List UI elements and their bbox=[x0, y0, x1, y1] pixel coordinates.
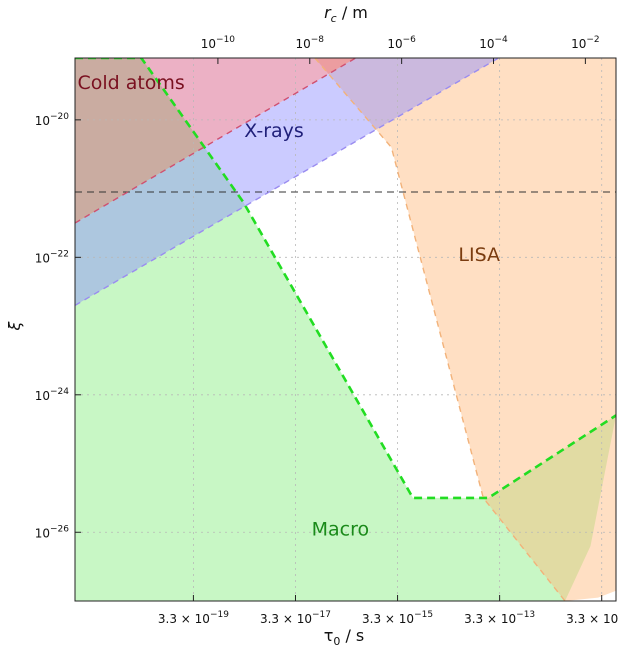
tick-exponent: −6 bbox=[403, 35, 417, 45]
x-tick-label: 3.3 × 10−19 bbox=[158, 610, 229, 626]
region-edges-layer bbox=[75, 58, 616, 601]
tick-times: × bbox=[279, 612, 297, 626]
region-macro bbox=[75, 58, 616, 601]
tick-base: 10 bbox=[35, 526, 50, 540]
tick-times: × bbox=[177, 612, 195, 626]
top-tick-label: 10−2 bbox=[571, 35, 600, 51]
tick-base: 10 bbox=[399, 612, 414, 626]
tick-exponent: −2 bbox=[586, 35, 599, 45]
x-axis-title: τ0 / s bbox=[324, 626, 365, 648]
x-tick-label: 3.3 × 10−15 bbox=[362, 610, 433, 626]
top-tick-label: 10−10 bbox=[201, 35, 236, 51]
tick-times: × bbox=[483, 612, 501, 626]
x-tick-label: 3.3 × 10−11 bbox=[566, 610, 618, 626]
tick-mantissa: 3.3 bbox=[362, 612, 381, 626]
tick-base: 10 bbox=[195, 612, 210, 626]
plot-frame bbox=[74, 57, 617, 602]
tick-base: 10 bbox=[603, 612, 618, 626]
x-tick-label: 3.3 × 10−17 bbox=[260, 610, 331, 626]
tick-mantissa: 3.3 bbox=[566, 612, 585, 626]
region-labels-layer: Cold atoms X-rays LISA Macro bbox=[77, 72, 500, 541]
top-axis-title: rc / m bbox=[324, 3, 368, 25]
tick-times: × bbox=[585, 612, 603, 626]
region-label-x-rays: X-rays bbox=[244, 120, 304, 142]
tick-exponent: −22 bbox=[50, 249, 69, 259]
region-label-macro: Macro bbox=[312, 519, 370, 541]
x-tick-label: 3.3 × 10−13 bbox=[464, 610, 535, 626]
y-tick-label: 10−22 bbox=[35, 249, 69, 265]
tick-mantissa: 3.3 bbox=[464, 612, 483, 626]
tick-base: 10 bbox=[571, 37, 586, 51]
tick-base: 10 bbox=[201, 37, 216, 51]
tick-base: 10 bbox=[35, 389, 50, 403]
tick-base: 10 bbox=[479, 37, 494, 51]
tick-base: 10 bbox=[295, 37, 310, 51]
tick-mantissa: 3.3 bbox=[260, 612, 279, 626]
y-tick-label: 10−20 bbox=[35, 112, 70, 128]
tick-base: 10 bbox=[387, 37, 402, 51]
y-tick-label: 10−24 bbox=[35, 387, 70, 403]
tick-exponent: −24 bbox=[50, 387, 69, 397]
region-label-cold-atoms: Cold atoms bbox=[77, 72, 184, 94]
region-edge-lisa bbox=[314, 58, 566, 601]
tick-base: 10 bbox=[35, 251, 50, 265]
tick-exponent: −10 bbox=[216, 35, 235, 45]
tick-exponent: −17 bbox=[312, 610, 331, 620]
tick-exponent: −20 bbox=[50, 112, 69, 122]
y-tick-label: 10−26 bbox=[35, 524, 70, 540]
tick-exponent: −13 bbox=[516, 610, 535, 620]
tick-mantissa: 3.3 bbox=[158, 612, 177, 626]
y-axis-title: ξ bbox=[5, 320, 24, 331]
tick-exponent: −8 bbox=[311, 35, 325, 45]
tick-times: × bbox=[381, 612, 399, 626]
top-tick-label: 10−8 bbox=[295, 35, 324, 51]
tick-exponent: −4 bbox=[495, 35, 509, 45]
top-tick-label: 10−4 bbox=[479, 35, 508, 51]
region-label-lisa: LISA bbox=[458, 244, 500, 266]
region-edge-x-rays bbox=[75, 58, 499, 307]
tick-exponent: −26 bbox=[50, 524, 69, 534]
tick-base: 10 bbox=[297, 612, 312, 626]
tick-base: 10 bbox=[35, 114, 50, 128]
tick-exponent: −15 bbox=[414, 610, 433, 620]
grid-layer bbox=[75, 58, 616, 601]
tick-exponent: −19 bbox=[210, 610, 229, 620]
tick-base: 10 bbox=[501, 612, 516, 626]
top-tick-label: 10−6 bbox=[387, 35, 416, 51]
ticks-layer: 3.3 × 10−19 3.3 × 10−17 3.3 × 10−15 3.3 × 1… bbox=[35, 35, 618, 626]
